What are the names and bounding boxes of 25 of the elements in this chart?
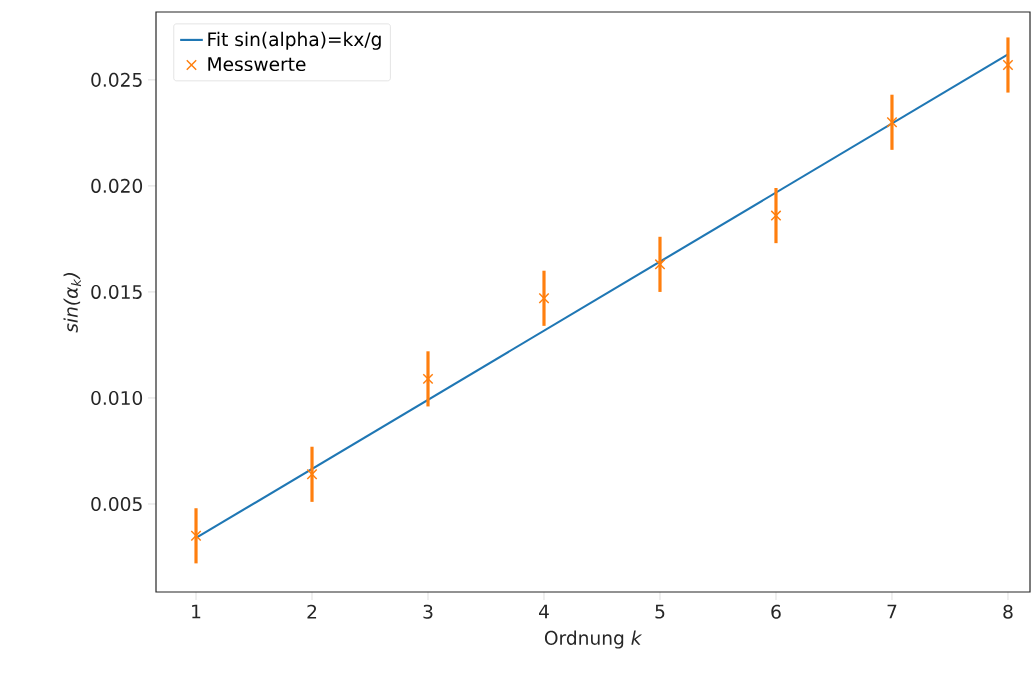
y-tick-label: 0.005	[91, 496, 142, 512]
legend-label: Messwerte	[208, 57, 306, 72]
point	[886, 116, 898, 128]
point	[538, 292, 550, 304]
point	[422, 373, 434, 385]
x-tick-label: 4	[539, 604, 549, 619]
y-tick-label: 0.025	[91, 72, 142, 87]
y-tick-label: 0.010	[91, 390, 143, 405]
x-tick-label: 8	[1003, 604, 1013, 619]
x-tick-label: 5	[655, 604, 665, 619]
point	[190, 530, 202, 542]
point	[654, 258, 666, 270]
x-tick-label: 2	[307, 604, 317, 619]
y-tick-label: 0.015	[91, 284, 142, 299]
point	[1002, 59, 1014, 71]
x-tick-label: 3	[423, 604, 433, 619]
x-tick-label: 7	[887, 604, 897, 619]
point	[770, 210, 782, 222]
x-axis-title: Ordnung k	[544, 630, 643, 649]
x-tick-label: 1	[192, 604, 201, 619]
x-tick-label: 6	[771, 604, 781, 619]
point	[306, 468, 318, 480]
y-axis-title: sin(α$_{k}$)	[63, 273, 81, 333]
y-tick-label: 0.020	[91, 178, 143, 193]
legend-label: Fit sin(alpha)=kx/g	[208, 31, 381, 50]
